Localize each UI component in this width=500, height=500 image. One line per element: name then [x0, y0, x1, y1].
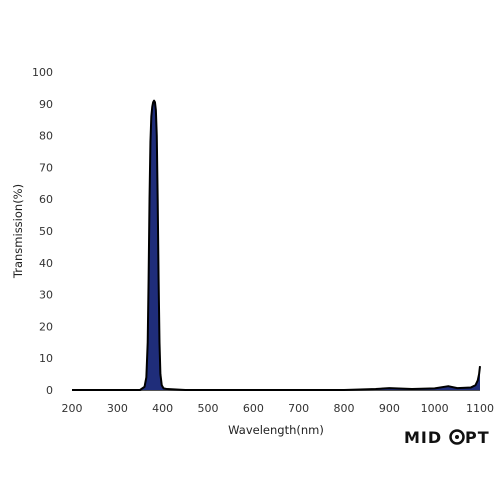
- logo-text: MID: [404, 428, 442, 447]
- logo-o-ring: [449, 429, 465, 445]
- series-layer: [72, 99, 481, 391]
- y-tick-label: 100: [32, 66, 53, 79]
- y-tick-label: 10: [39, 352, 53, 365]
- x-tick-label: 700: [288, 402, 309, 415]
- x-tick-label: 300: [107, 402, 128, 415]
- x-tick-labels: 200 300 400 500 600 700 800 900 1000 1100: [62, 402, 495, 415]
- logo-o-center: [455, 435, 459, 439]
- y-tick-label: 50: [39, 225, 53, 238]
- x-tick-label: 800: [334, 402, 355, 415]
- y-tick-label: 0: [46, 384, 53, 397]
- x-tick-label: 400: [152, 402, 173, 415]
- y-tick-label: 60: [39, 193, 53, 206]
- x-tick-label: 200: [62, 402, 83, 415]
- y-axis-label: Transmission(%): [11, 184, 25, 279]
- transmission-fill: [72, 100, 480, 391]
- logo-text-right: PT: [465, 428, 490, 447]
- y-tick-label: 80: [39, 130, 53, 143]
- y-tick-label: 30: [39, 289, 53, 302]
- y-tick-label: 20: [39, 320, 53, 333]
- transmission-curve: [72, 99, 481, 391]
- y-tick-labels: 0 10 20 30 40 50 60 70 80 90 100: [32, 66, 53, 397]
- x-tick-label: 1100: [466, 402, 494, 415]
- x-tick-label: 500: [198, 402, 219, 415]
- x-tick-label: 900: [379, 402, 400, 415]
- x-tick-label: 600: [243, 402, 264, 415]
- y-tick-label: 70: [39, 161, 53, 174]
- x-axis-label: Wavelength(nm): [228, 423, 324, 437]
- y-tick-label: 40: [39, 257, 53, 270]
- logo-text-left: MID: [404, 428, 442, 447]
- x-tick-label: 1000: [421, 402, 449, 415]
- y-tick-label: 90: [39, 98, 53, 111]
- midopt-logo: MID PT: [404, 428, 490, 447]
